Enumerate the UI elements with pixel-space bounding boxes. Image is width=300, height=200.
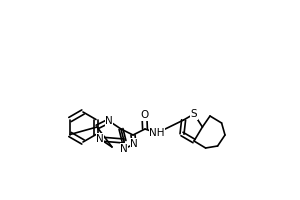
Text: S: S xyxy=(191,109,197,119)
Text: N: N xyxy=(130,139,138,149)
Text: N: N xyxy=(120,144,128,154)
Text: O: O xyxy=(140,110,148,120)
Text: NH: NH xyxy=(149,128,165,138)
Text: N: N xyxy=(105,116,113,126)
Text: N: N xyxy=(96,134,104,144)
